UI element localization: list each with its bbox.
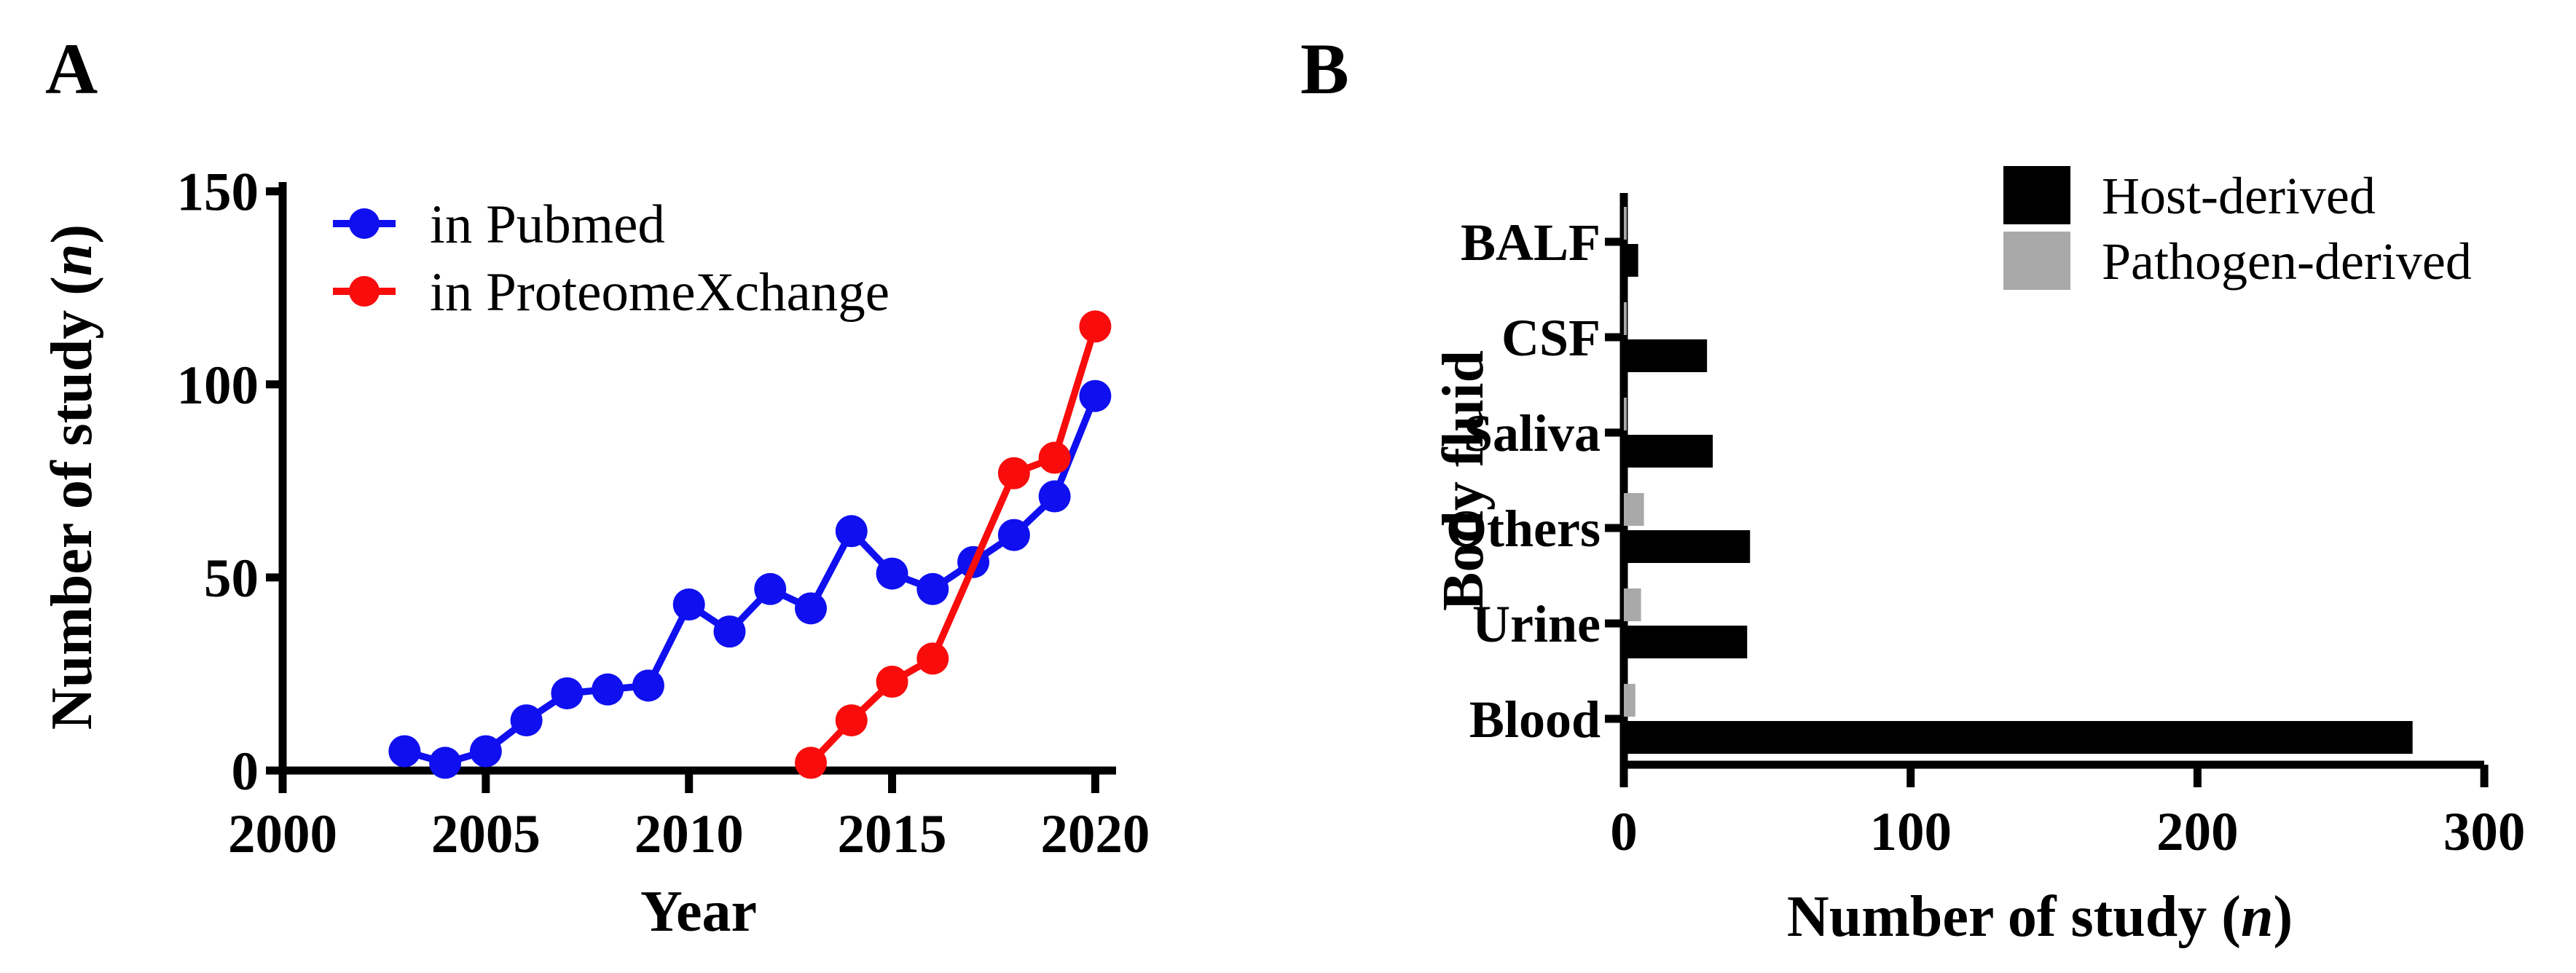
pubmed-data-point	[1038, 480, 1071, 513]
panel-a-y-title-suffix: )	[40, 224, 104, 244]
host-bar-balf	[1624, 244, 1638, 277]
pubmed-data-point	[795, 592, 828, 625]
host-bar-saliva	[1624, 435, 1713, 468]
pubmed-data-point	[876, 557, 908, 590]
panel-b-x-tick-label: 100	[1869, 802, 1952, 862]
legend-dot-marker	[349, 276, 380, 307]
host-bar-blood	[1624, 721, 2413, 754]
legend-swatch-host	[2003, 166, 2070, 224]
panel-a-y-tick-label: 100	[177, 355, 259, 416]
panel-b-y-axis-title: Body fluid	[1432, 350, 1496, 611]
pubmed-data-point	[997, 519, 1030, 551]
panel-a-y-tick-label: 50	[204, 548, 259, 609]
panel-b-x-axis-title: Number of study (n)	[1787, 885, 2293, 949]
legend-label-host-derived: Host-derived	[2102, 167, 2376, 225]
panel-a-x-tick-label: 2010	[635, 804, 744, 864]
pubmed-data-point	[551, 677, 584, 709]
panel-a-y-title-prefix: Number of study (	[40, 276, 104, 730]
proteomexchange-data-point	[1079, 310, 1112, 343]
panel-a-line-chart: 2000 2005 2010 2015 2020 0 50 100 150	[177, 162, 1150, 864]
pathogen-bar-csf	[1624, 302, 1627, 335]
pubmed-data-point	[672, 588, 705, 621]
panel-a-y-axis-title: Number of study (n)	[40, 224, 104, 730]
panel-a-x-tick-label: 2000	[228, 804, 337, 864]
pathogen-bar-balf	[1624, 207, 1627, 240]
panel-a-x-tick-label: 2005	[431, 804, 541, 864]
pathogen-bar-blood	[1624, 684, 1635, 717]
proteomexchange-data-point	[835, 704, 868, 737]
panel-a-y-title-italic-n: n	[40, 244, 104, 277]
host-bar-csf	[1624, 339, 1708, 372]
panel-a-letter: A	[45, 28, 98, 109]
pubmed-data-point	[429, 747, 462, 779]
panel-a-x-tick-label: 2015	[838, 804, 947, 864]
pubmed-data-point	[592, 673, 624, 706]
pathogen-bar-saliva	[1624, 398, 1627, 430]
proteomexchange-data-point	[876, 666, 908, 698]
category-label-csf: CSF	[1501, 309, 1601, 367]
panel-a-x-axis-title: Year	[640, 880, 757, 944]
legend-label-pathogen-derived: Pathogen-derived	[2102, 232, 2472, 291]
pubmed-data-point	[916, 572, 949, 605]
panel-b-bar-chart: 0 100 200 300 BALF CSF Saliva Others Urine Blood	[1446, 166, 2525, 862]
host-bar-urine	[1624, 626, 1748, 658]
legend-dot-marker	[349, 208, 380, 239]
pubmed-data-point	[835, 515, 868, 548]
panel-b-x-title-italic-n: n	[2241, 885, 2274, 949]
panel-b-x-tick-label: 0	[1610, 802, 1638, 862]
category-label-urine: Urine	[1472, 595, 1601, 653]
pathogen-bar-urine	[1624, 588, 1641, 621]
pubmed-data-point	[713, 615, 746, 648]
category-label-blood: Blood	[1469, 690, 1601, 749]
legend-label-in-proteomexchange: in ProteomeXchange	[430, 262, 890, 323]
category-label-saliva: Saliva	[1464, 404, 1601, 462]
legend-swatch-pathogen	[2003, 232, 2070, 290]
proteomexchange-data-point	[916, 642, 949, 675]
category-label-others: Others	[1446, 500, 1601, 558]
legend-label-in-pubmed: in Pubmed	[430, 194, 665, 255]
pubmed-data-point	[1079, 379, 1112, 412]
panel-a-y-tick-label: 150	[177, 162, 259, 223]
panel-b-x-title-prefix: Number of study (	[1787, 885, 2241, 949]
pubmed-data-point	[632, 669, 664, 702]
panel-b-x-tick-label: 300	[2443, 802, 2526, 862]
pathogen-bar-others	[1624, 493, 1644, 526]
pubmed-data-point	[754, 572, 787, 605]
panel-b-x-tick-label: 200	[2156, 802, 2239, 862]
proteomexchange-data-point	[1038, 441, 1071, 474]
category-label-balf: BALF	[1461, 213, 1601, 272]
panel-b-letter: B	[1300, 28, 1349, 109]
panel-a-y-tick-label: 0	[232, 741, 259, 802]
pubmed-data-point	[469, 735, 502, 768]
panel-b-x-title-suffix: )	[2273, 885, 2293, 949]
pubmed-data-point	[510, 704, 543, 737]
pubmed-data-point	[388, 735, 421, 768]
pubmed-line	[404, 394, 1099, 767]
host-bar-others	[1624, 530, 1751, 563]
proteomexchange-data-point	[795, 747, 828, 779]
proteomexchange-data-point	[997, 457, 1030, 489]
panel-a-x-tick-label: 2020	[1040, 804, 1150, 864]
